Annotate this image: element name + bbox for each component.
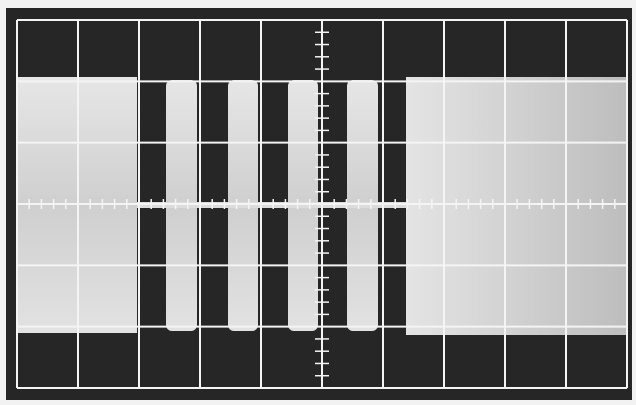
page: {} (() => { const g = document.getElemen… [0, 0, 636, 405]
oscilloscope-screen [0, 0, 636, 405]
